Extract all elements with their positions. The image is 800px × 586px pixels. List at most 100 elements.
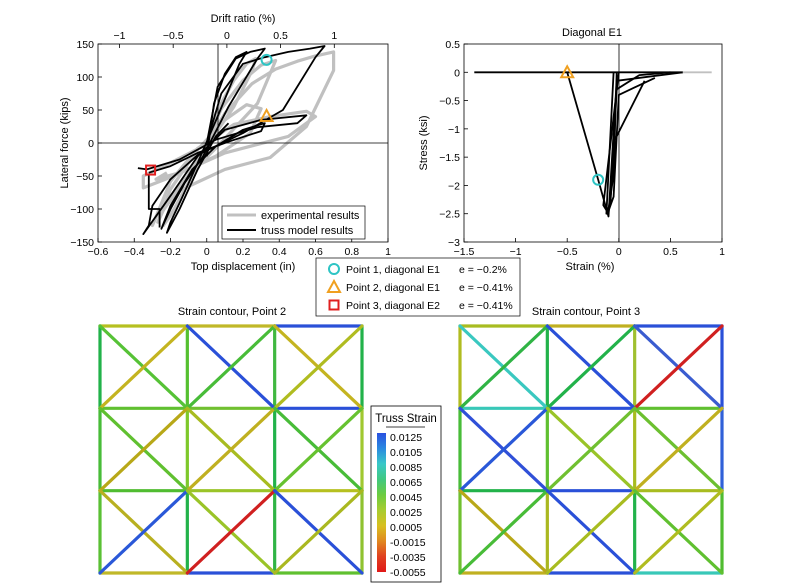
y-tick-label: −3 [448, 237, 460, 249]
contour-right-title: Strain contour, Point 3 [532, 306, 640, 318]
contour-left-title: Strain contour, Point 2 [178, 306, 286, 318]
x-tick-label: 0.6 [308, 246, 323, 258]
point-2-marker [559, 64, 575, 79]
points-legend: Point 1, diagonal E1 e = −0.2% Point 2, … [315, 257, 521, 317]
truss-diagonal-member [458, 406, 549, 493]
x2-tick-label: 1 [331, 30, 337, 42]
x-tick-label: 0 [616, 246, 622, 258]
points-legend-label-3: Point 3, diagonal E2 [346, 300, 440, 312]
colorbar-label: 0.0085 [390, 462, 422, 474]
truss-diagonal-member [458, 489, 549, 575]
plot-frame-2 [463, 43, 723, 243]
points-legend-label-1: Point 1, diagonal E1 [346, 264, 440, 276]
y-tick-labels: −150 −100 −50 0 50 100 150 [70, 39, 102, 249]
y-tick-label: −2.5 [439, 209, 460, 221]
x-tick-label: 0 [204, 246, 210, 258]
truss-diagonal-member [633, 324, 724, 410]
points-legend-strain-2: e = −0.41% [459, 282, 513, 294]
y-tick-label: −2 [448, 180, 460, 192]
y-tick-label: 100 [76, 72, 94, 84]
truss-diagonal-member [545, 489, 637, 575]
y-tick-label: 0 [88, 138, 94, 150]
point-markers [145, 53, 275, 176]
colorbar-label: 0.0045 [390, 492, 422, 504]
y-tick-label: 50 [82, 105, 94, 117]
truss-diagonal-member [633, 406, 724, 493]
points-legend-strain-1: e = −0.2% [459, 264, 507, 276]
colorbar-label: 0.0025 [390, 507, 422, 519]
drift-ratio-tick-labels: −1 −0.5 0 0.5 1 [113, 30, 337, 48]
colorbar-label: -0.0055 [390, 567, 426, 579]
point-2-marker [258, 107, 275, 122]
y-tick-label: −50 [76, 171, 94, 183]
y-tick-label: 0 [454, 67, 460, 79]
x-axis-label-2: Strain (%) [566, 261, 615, 273]
diagonal-chart-title: Diagonal E1 [562, 27, 622, 39]
y-axis-label: Lateral force (kips) [59, 97, 71, 188]
truss-diagonal-member [545, 324, 637, 410]
series-0-loop-1 [154, 58, 278, 224]
legend-label-truss: truss model results [261, 225, 354, 237]
colorbar-gradient [377, 433, 386, 572]
truss-diagonal-member [98, 489, 189, 575]
hysteresis-series [137, 45, 336, 235]
x-tick-labels: −0.6 −0.4 −0.2 0 0.2 0.4 0.6 0.8 1 [88, 238, 391, 258]
drift-ratio-axis-label: Drift ratio (%) [211, 13, 276, 25]
truss-diagonal-member [98, 324, 189, 410]
truss-diagonal-member [273, 324, 364, 410]
points-legend-symbols [326, 263, 342, 311]
y-tick-label: 150 [76, 39, 94, 51]
hysteresis-chart: Drift ratio (%) −1 −0.5 0 0.5 1 −0.6 −0.4 −0.2… [59, 13, 391, 273]
y-tick-label: −0.5 [439, 96, 460, 108]
truss-diagonal-member [185, 489, 277, 575]
x-tick-label: 1 [719, 246, 725, 258]
x-tick-label: −0.4 [124, 246, 145, 258]
x2-tick-label: 0 [224, 30, 230, 42]
legend-box [221, 205, 366, 240]
y-axis-label-2: Stress (ksi) [418, 116, 430, 171]
y-tick-label: −1 [448, 124, 460, 136]
x2-tick-label: 0.5 [273, 30, 288, 42]
x-axis-label: Top displacement (in) [191, 261, 296, 273]
series-0-loop-1 [566, 71, 683, 218]
y-tick-label: 0.5 [445, 39, 460, 51]
x-tick-label: 1 [385, 246, 391, 258]
y-tick-label: −150 [70, 237, 94, 249]
truss-diagonal-member [545, 406, 637, 493]
y-tick-label: −100 [70, 204, 94, 216]
x2-tick-label: −1 [113, 30, 125, 42]
x-tick-label: 0.5 [663, 246, 678, 258]
truss-diagonal-member [185, 406, 277, 493]
stress-strain-series [474, 71, 712, 218]
colorbar-label: -0.0035 [390, 552, 426, 564]
chart-legend: experimental results truss model results [221, 205, 366, 240]
y-tick-labels-2: −3 −2.5 −2 −1.5 −1 −0.5 0 0.5 [439, 39, 468, 249]
x-tick-label: −1.5 [454, 246, 475, 258]
x-tick-label: −1 [510, 246, 522, 258]
x2-tick-label: −0.5 [163, 30, 184, 42]
point-1-marker [260, 53, 273, 66]
legend-label-experimental: experimental results [261, 210, 360, 222]
x-tick-labels-2: −1.5 −1 −0.5 0 0.5 1 [454, 238, 725, 258]
x-tick-label: 0.2 [236, 246, 251, 258]
points-legend-label-2: Point 2, diagonal E1 [346, 282, 440, 294]
colorbar-label: 0.0125 [390, 432, 422, 444]
point-1-marker [592, 173, 605, 186]
truss-contour-left [98, 324, 364, 575]
y-tick-label: −1.5 [439, 152, 460, 164]
truss-diagonal-member [458, 324, 549, 410]
x-tick-label: −0.2 [160, 246, 181, 258]
points-legend-strain-3: e = −0.41% [459, 300, 513, 312]
diagonal-e1-chart: Diagonal E1 −1.5 −1 −0.5 0 0.5 1 −3 −2.5 −2 −1.5… [418, 27, 725, 273]
points-legend-symbol-3 [328, 299, 340, 311]
colorbar-label: -0.0015 [390, 537, 426, 549]
truss-diagonal-member [273, 406, 364, 493]
colorbar-label: 0.0005 [390, 522, 422, 534]
colorbar-label: 0.0105 [390, 447, 422, 459]
truss-diagonal-member [633, 489, 724, 575]
series-1-loop-2 [166, 51, 248, 234]
colorbar-title: Truss Strain [375, 413, 437, 425]
truss-diagonal-member [98, 406, 189, 493]
truss-contour-right [458, 324, 724, 575]
